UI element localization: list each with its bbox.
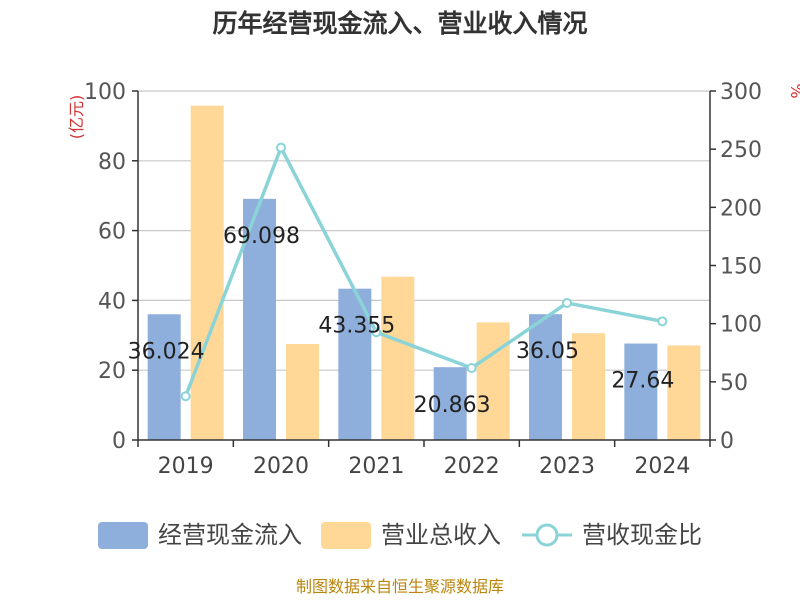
ratio-line <box>180 142 668 402</box>
x-axis-tick-label: 2021 <box>348 454 404 479</box>
bars <box>147 105 701 441</box>
x-axis-tick-label: 2020 <box>253 454 309 479</box>
grid-lines <box>138 90 710 371</box>
ratio-point <box>466 362 477 373</box>
right-axis-tick-label: 150 <box>720 255 762 280</box>
source-note: 制图数据来自恒生聚源数据库 <box>296 577 504 596</box>
legend-swatch-ratio-marker <box>535 523 559 547</box>
data-label: 69.098 <box>223 224 300 249</box>
axes: 0 20 40 60 80 100 0 50 100 150 200 250 300 2019 2020 20… <box>84 80 762 479</box>
chart-title: 历年经营现金流入、营业收入情况 <box>212 9 587 38</box>
bar-revenue <box>286 344 319 440</box>
left-axis-tick-label: 60 <box>98 220 126 245</box>
bar-cash-inflow <box>243 198 276 440</box>
left-axis-tick-label: 20 <box>98 359 126 384</box>
legend-label: 营收现金比 <box>582 521 702 549</box>
bar-cash-inflow <box>529 314 562 440</box>
right-axis-tick-label: 100 <box>720 313 762 338</box>
bar-revenue <box>667 345 701 440</box>
x-axis-tick-label: 2019 <box>158 454 214 479</box>
ratio-line-path <box>184 143 663 397</box>
ratio-point <box>180 391 191 402</box>
left-axis-tick-label: 100 <box>84 80 126 105</box>
bar-revenue <box>476 322 510 440</box>
right-axis-tick-label: 50 <box>720 371 748 396</box>
bar-revenue <box>572 333 605 440</box>
data-label: 36.05 <box>516 339 579 364</box>
legend-swatch-cash-inflow <box>98 522 148 549</box>
right-axis-tick-label: 200 <box>720 196 762 221</box>
legend-swatch-revenue <box>321 522 371 549</box>
bar-cash-inflow <box>433 367 467 440</box>
legend: 经营现金流入 营业总收入 营收现金比 <box>98 521 702 549</box>
legend-label: 营业总收入 <box>381 521 501 549</box>
data-label: 20.863 <box>414 393 491 418</box>
right-axis-unit: % <box>787 83 800 98</box>
bar-cash-inflow <box>624 343 658 440</box>
x-axis-tick-label: 2024 <box>634 454 690 479</box>
bar-revenue <box>190 105 224 441</box>
right-axis-tick-label: 0 <box>720 429 734 454</box>
ratio-point <box>657 316 668 327</box>
ratio-point <box>276 142 286 153</box>
right-axis-tick-label: 250 <box>720 138 762 163</box>
left-axis-tick-label: 40 <box>98 289 126 314</box>
data-labels: 36.024 69.098 43.355 20.863 36.05 27.64 <box>128 224 675 418</box>
ratio-point <box>562 297 572 308</box>
ratio-point <box>371 327 382 338</box>
left-axis-unit: (亿元) <box>67 95 86 140</box>
bar-revenue <box>381 276 415 440</box>
left-axis-tick-label: 0 <box>112 429 126 454</box>
data-label: 36.024 <box>128 339 205 364</box>
data-label: 27.64 <box>611 369 674 394</box>
right-axis-tick-label: 300 <box>720 80 762 105</box>
x-axis-tick-label: 2022 <box>444 454 500 479</box>
legend-label: 经营现金流入 <box>158 521 302 549</box>
x-axis-tick-label: 2023 <box>539 454 595 479</box>
left-axis-tick-label: 80 <box>98 150 126 175</box>
data-label: 43.355 <box>318 314 395 339</box>
bar-cash-inflow <box>147 314 181 440</box>
